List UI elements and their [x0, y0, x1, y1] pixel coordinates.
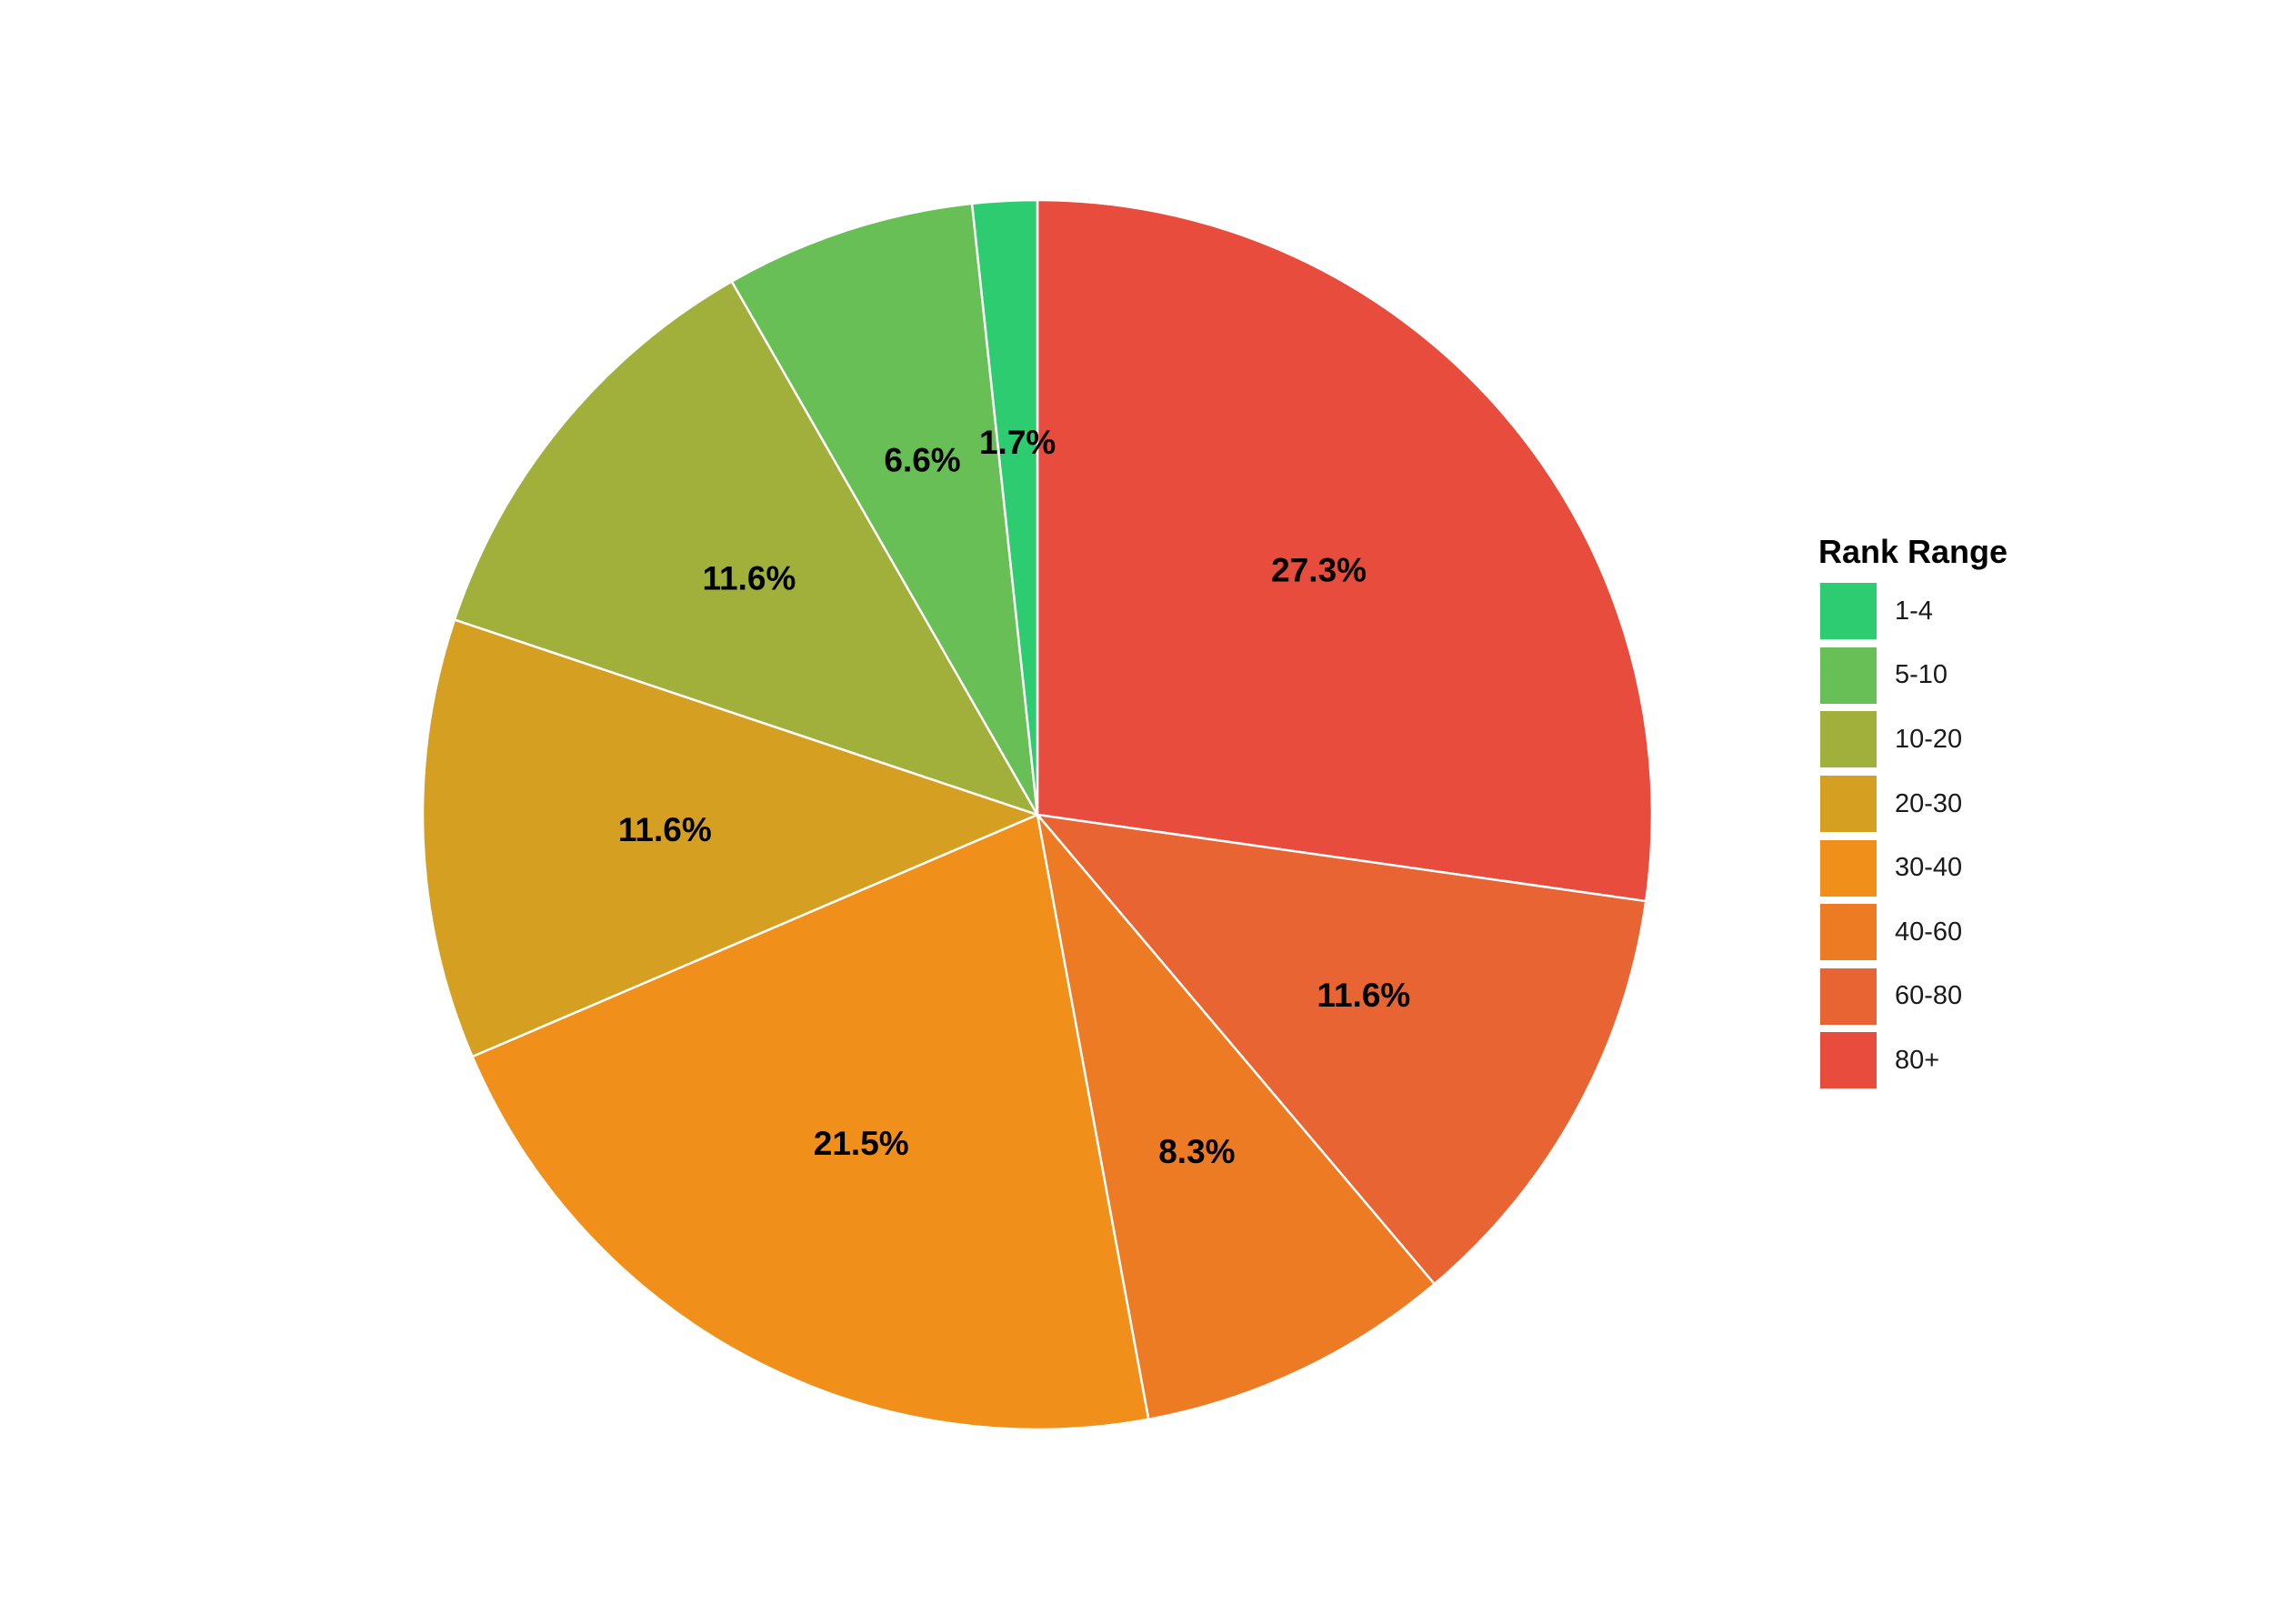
legend-items: 1-4 5-10 10-20 20-30 30-40 40-60 60-80 80+	[1818, 579, 2055, 1093]
slice-label-60-80: 11.6%	[1317, 977, 1410, 1014]
legend-swatch	[1818, 709, 1878, 770]
legend-item-1-4: 1-4	[1818, 579, 2055, 644]
pie-slice-5-10	[730, 202, 1039, 817]
legend-label: 80+	[1895, 1045, 1940, 1075]
legend-swatch	[1818, 1030, 1878, 1091]
legend-label: 5-10	[1895, 660, 1948, 690]
legend-item-60-80: 60-80	[1818, 965, 2055, 1029]
legend-label: 10-20	[1895, 724, 1963, 754]
pie-slice-60-80	[1036, 813, 1647, 1286]
legend-item-20-30: 20-30	[1818, 772, 2055, 837]
slice-label-5-10: 6.6%	[884, 441, 960, 478]
legend-item-5-10: 5-10	[1818, 644, 2055, 708]
slice-label-30-40: 21.5%	[814, 1125, 909, 1162]
legend-label: 20-30	[1895, 788, 1963, 818]
legend-item-80plus: 80+	[1818, 1028, 2055, 1093]
legend-label: 30-40	[1895, 853, 1963, 883]
legend-title: Rank Range	[1818, 533, 2008, 570]
legend-swatch	[1818, 902, 1878, 963]
pie-slice-labels: 27.3% 11.6% 8.3% 21.5% 11.6% 11.6% 6.6% 1.7%	[618, 424, 1410, 1170]
slice-label-10-20: 11.6%	[702, 560, 796, 597]
pie-slices	[421, 198, 1654, 1431]
pie-slice-1-4	[970, 198, 1039, 817]
legend-label: 40-60	[1895, 917, 1963, 947]
slice-label-1-4: 1.7%	[979, 424, 1056, 461]
legend-swatch	[1818, 774, 1878, 835]
pie-slice-40-60	[1036, 813, 1436, 1421]
legend-label: 60-80	[1895, 981, 1963, 1011]
legend-item-10-20: 10-20	[1818, 707, 2055, 772]
legend-item-40-60: 40-60	[1818, 900, 2055, 965]
pie-slice-30-40	[471, 813, 1150, 1431]
pie-slice-20-30	[421, 618, 1039, 1058]
legend-swatch	[1818, 837, 1878, 898]
legend-item-30-40: 30-40	[1818, 836, 2055, 900]
legend-swatch	[1818, 966, 1878, 1027]
slice-label-80plus: 27.3%	[1271, 552, 1367, 589]
pie-slice-80plus	[1036, 198, 1654, 903]
legend-swatch	[1818, 581, 1878, 642]
slice-label-20-30: 11.6%	[618, 811, 712, 848]
pie-slice-10-20	[453, 280, 1039, 817]
legend: Rank Range 1-4 5-10 10-20 20-30 30-40 40-60 60…	[1818, 532, 2055, 1093]
legend-swatch	[1818, 645, 1878, 706]
slice-label-40-60: 8.3%	[1158, 1133, 1235, 1170]
legend-label: 1-4	[1895, 596, 1933, 626]
